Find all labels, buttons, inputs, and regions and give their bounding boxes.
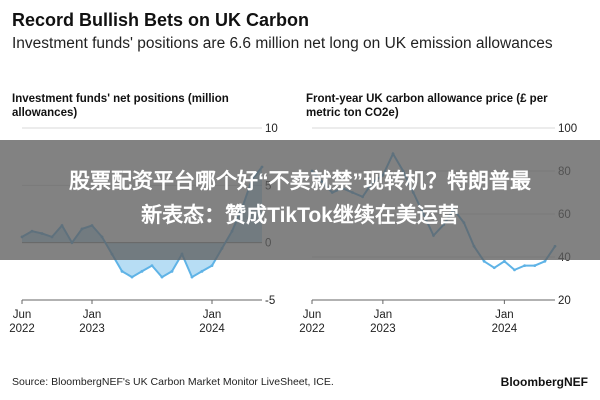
brand-logo: BloombergNEF bbox=[500, 375, 588, 389]
left-panel-title: Investment funds' net positions (million… bbox=[12, 93, 229, 119]
overlay-banner: 股票配资平台哪个好“不卖就禁”现转机？特朗普最 新表态：赞成TikTok继续在美… bbox=[0, 140, 600, 260]
right-data-point bbox=[502, 259, 506, 263]
overlay-line-1: 股票配资平台哪个好“不卖就禁”现转机？特朗普最 bbox=[69, 170, 531, 193]
right-data-point bbox=[543, 259, 547, 263]
right-data-point bbox=[513, 268, 516, 272]
left-data-point bbox=[150, 264, 154, 267]
right-data-point bbox=[482, 259, 486, 263]
left-x-tick-label: Jan bbox=[83, 309, 102, 321]
left-data-point bbox=[190, 275, 194, 279]
right-x-tick-label: 2023 bbox=[370, 323, 396, 335]
right-x-tick-label: 2024 bbox=[492, 323, 518, 335]
right-x-tick-label: 2022 bbox=[299, 323, 325, 335]
left-data-point bbox=[200, 269, 204, 273]
right-x-tick-label: Jun bbox=[303, 309, 322, 321]
overlay-line-2: 新表态：赞成TikTok继续在美运营 bbox=[141, 204, 459, 227]
left-x-tick-label: 2023 bbox=[79, 323, 105, 335]
left-data-point bbox=[120, 269, 124, 273]
left-data-point bbox=[130, 275, 134, 279]
right-x-tick-label: Jan bbox=[374, 309, 393, 321]
left-data-point bbox=[170, 269, 174, 273]
chart-title: Record Bullish Bets on UK Carbon bbox=[12, 10, 310, 30]
left-x-tick-label: 2022 bbox=[9, 323, 35, 335]
left-x-tick-label: Jun bbox=[13, 309, 32, 321]
left-y-tick-label: 10 bbox=[265, 123, 278, 135]
left-x-tick-label: Jan bbox=[203, 309, 222, 321]
left-y-tick-label: -5 bbox=[265, 295, 275, 307]
right-y-tick-label: 20 bbox=[558, 295, 571, 307]
source-note: Source: BloombergNEF's UK Carbon Market … bbox=[12, 376, 334, 388]
chart-subtitle: Investment funds' positions are 6.6 mill… bbox=[12, 35, 553, 52]
right-panel-title: Front-year UK carbon allowance price (£ … bbox=[306, 93, 548, 119]
right-data-point bbox=[523, 264, 527, 267]
right-data-point bbox=[533, 264, 537, 267]
right-data-point bbox=[492, 266, 496, 270]
left-data-point bbox=[160, 275, 164, 279]
right-x-tick-label: Jan bbox=[495, 309, 514, 321]
right-y-tick-label: 100 bbox=[558, 123, 577, 135]
left-data-point bbox=[140, 269, 144, 273]
left-data-point bbox=[210, 264, 214, 267]
left-x-tick-label: 2024 bbox=[199, 323, 225, 335]
